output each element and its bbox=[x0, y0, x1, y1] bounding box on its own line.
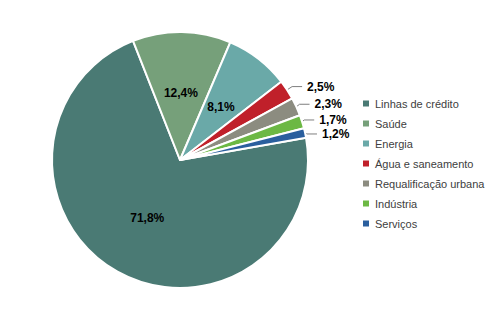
svg-text:8,1%: 8,1% bbox=[207, 100, 235, 114]
svg-text:Linhas de crédito: Linhas de crédito bbox=[375, 98, 459, 110]
svg-text:71,8%: 71,8% bbox=[130, 211, 164, 225]
svg-text:Energia: Energia bbox=[375, 138, 414, 150]
svg-text:Indústria: Indústria bbox=[375, 198, 418, 210]
svg-text:Saúde: Saúde bbox=[375, 118, 407, 130]
svg-text:2,3%: 2,3% bbox=[315, 97, 343, 111]
svg-text:Água e saneamento: Água e saneamento bbox=[375, 158, 473, 170]
svg-text:Serviços: Serviços bbox=[375, 218, 418, 230]
svg-text:2,5%: 2,5% bbox=[307, 80, 335, 94]
svg-text:1,2%: 1,2% bbox=[322, 127, 350, 141]
svg-text:1,7%: 1,7% bbox=[319, 113, 347, 127]
svg-text:12,4%: 12,4% bbox=[164, 86, 198, 100]
svg-text:Requalificação urbana: Requalificação urbana bbox=[375, 178, 485, 190]
